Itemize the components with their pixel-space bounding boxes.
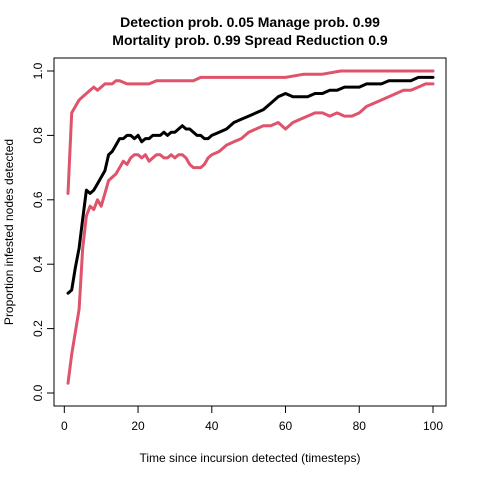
x-tick-label: 0 xyxy=(61,419,68,433)
x-tick-label: 60 xyxy=(279,419,293,433)
x-axis-label: Time since incursion detected (timesteps… xyxy=(140,451,361,465)
y-axis: 0.0 0.2 0.4 0.6 0.8 1.0 xyxy=(31,62,54,401)
series-layer xyxy=(66,69,435,385)
x-tick-label: 40 xyxy=(205,419,219,433)
y-tick-label: 0.8 xyxy=(31,127,45,144)
y-tick-label: 0.0 xyxy=(31,384,45,401)
series-line-upper xyxy=(66,69,435,195)
series-line-lower xyxy=(66,82,435,385)
y-tick-label: 0.6 xyxy=(31,191,45,208)
x-tick-label: 20 xyxy=(131,419,145,433)
y-tick-label: 1.0 xyxy=(31,62,45,79)
plot-frame xyxy=(53,57,447,407)
chart-title-line-1: Detection prob. 0.05 Manage prob. 0.99 xyxy=(120,14,380,30)
x-tick-label: 80 xyxy=(353,419,367,433)
y-tick-label: 0.4 xyxy=(31,256,45,273)
x-tick-label: 100 xyxy=(423,419,443,433)
series-line-mean xyxy=(66,75,435,295)
y-axis-label: Proportion infested nodes detected xyxy=(2,139,16,325)
chart-title-line-2: Mortality prob. 0.99 Spread Reduction 0.… xyxy=(112,32,388,48)
y-tick-label: 0.2 xyxy=(31,320,45,337)
x-axis: 0 20 40 60 80 100 xyxy=(61,406,443,433)
